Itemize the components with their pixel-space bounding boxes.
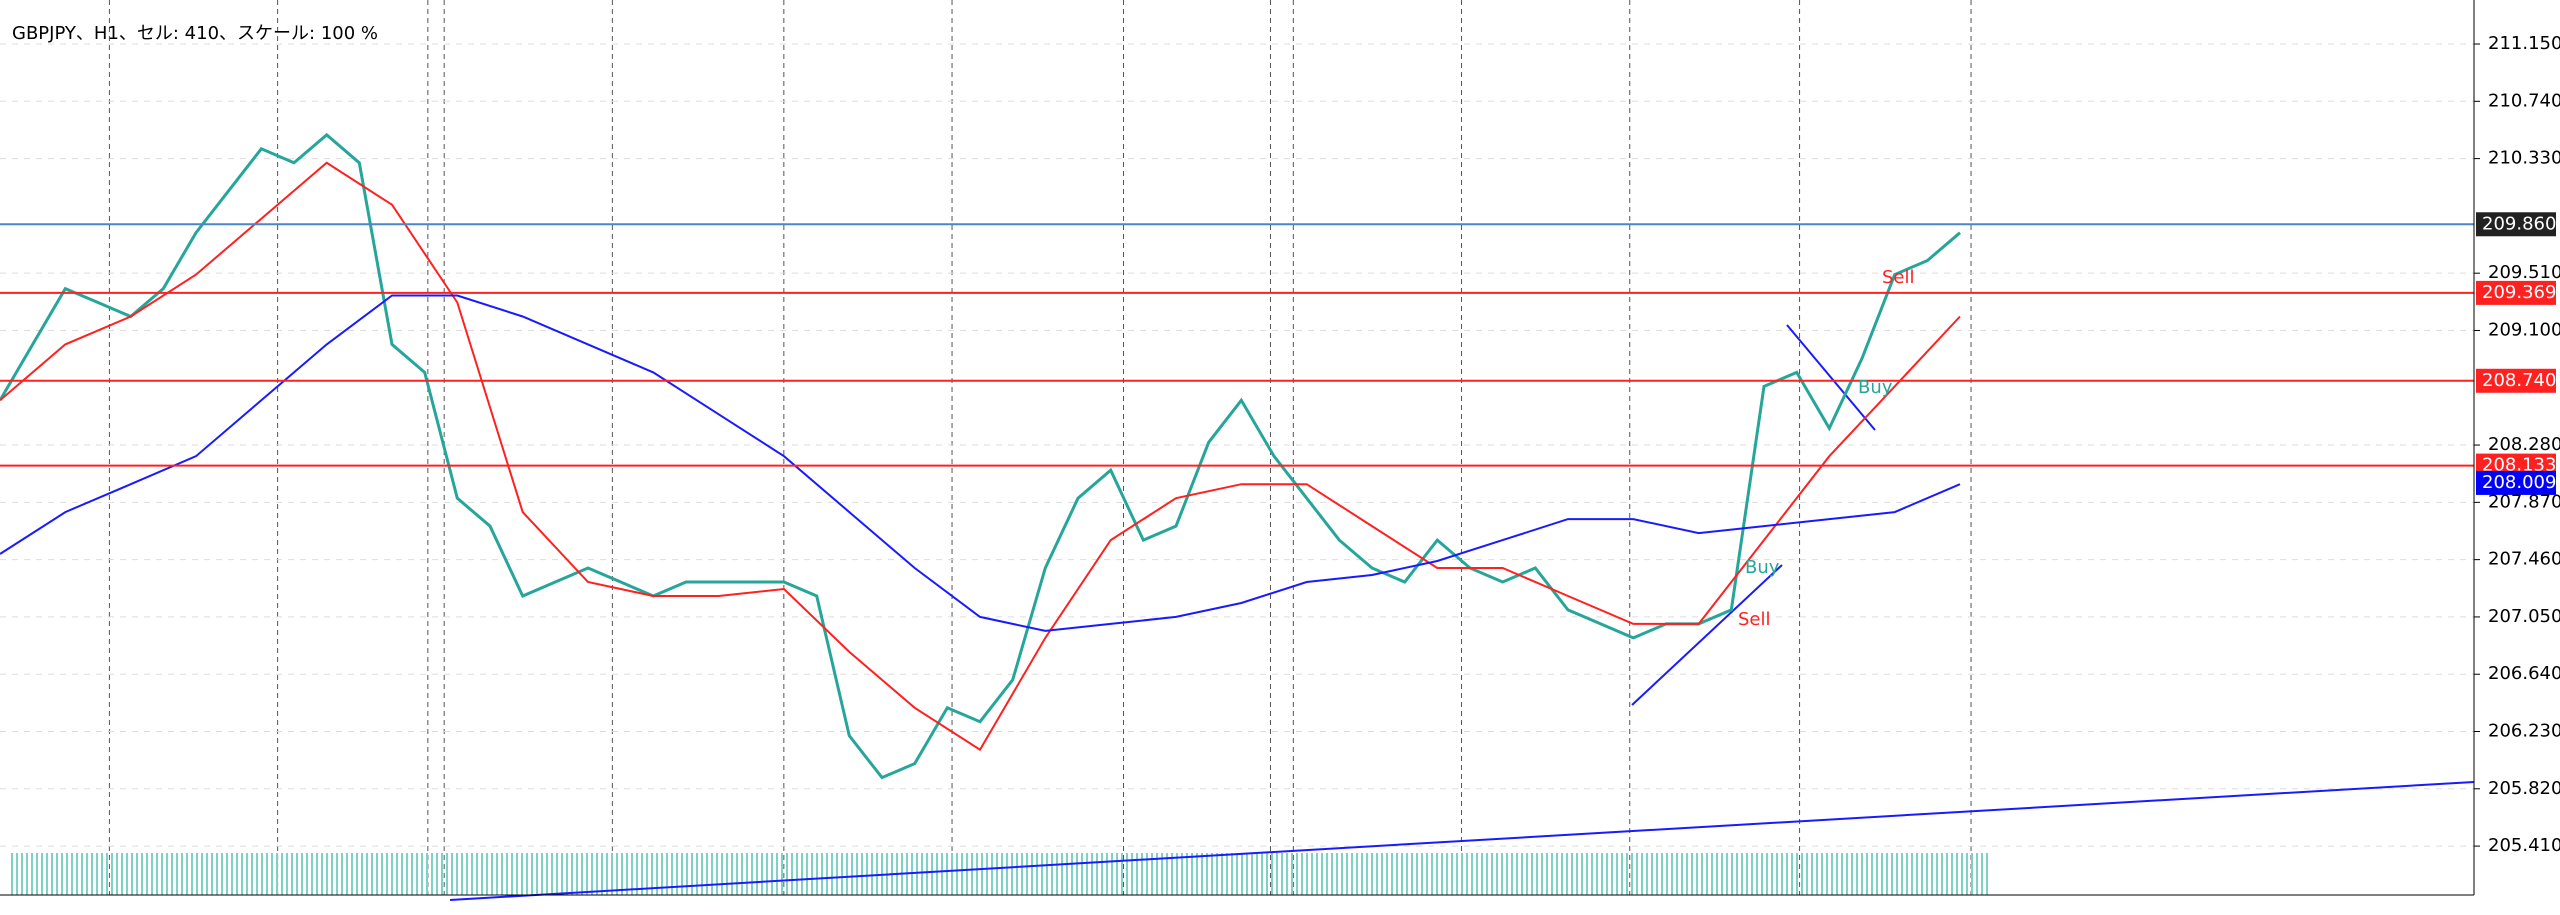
price-badge — [2476, 280, 2556, 305]
annotation: Sell — [1882, 267, 1915, 288]
y-tick-label: 209.100 — [2488, 319, 2560, 340]
y-tick-label: 207.870 — [2488, 491, 2560, 512]
y-tick-label: 207.050 — [2488, 606, 2560, 627]
y-tick-label: 210.330 — [2488, 148, 2560, 169]
y-axis: 211.150 210.740 210.330 209.510 209.100 208.2… — [2474, 33, 2560, 856]
price-label: 208.133 — [2482, 455, 2556, 476]
y-tick-label: 206.230 — [2488, 721, 2560, 742]
price-label: 208.740 — [2482, 370, 2556, 391]
series-line — [0, 161, 1961, 752]
price-label: 209.369 — [2482, 282, 2556, 303]
volume — [11, 853, 1988, 895]
y-tick-label: 207.460 — [2488, 549, 2560, 570]
price-label: 208.009 — [2482, 472, 2556, 493]
grid — [0, 43, 2474, 847]
trendline — [449, 781, 2475, 901]
y-tick-label: 205.820 — [2488, 778, 2560, 799]
y-tick-label: 209.510 — [2488, 262, 2560, 283]
annotation: Buy — [1858, 377, 1893, 398]
series-line — [0, 294, 1961, 632]
price-label: 209.860 — [2482, 213, 2556, 234]
series-line — [0, 132, 1961, 780]
trendline — [1786, 324, 1876, 431]
y-tick-label: 211.150 — [2488, 33, 2560, 54]
y-tick-label: 206.640 — [2488, 663, 2560, 684]
annotation: Buy — [1745, 557, 1780, 578]
y-tick-label: 210.740 — [2488, 90, 2560, 111]
y-tick-label: 205.410 — [2488, 835, 2560, 856]
y-tick-label: 208.280 — [2488, 434, 2560, 455]
annotation: Sell — [1738, 609, 1771, 630]
chart-title: GBPJPY、H1、セル: 410、スケール: 100 % — [12, 23, 378, 44]
price-badge — [2476, 368, 2556, 393]
price-badge — [2476, 212, 2556, 237]
price-badge — [2476, 470, 2556, 495]
trendline — [1631, 564, 1783, 706]
series — [0, 132, 1961, 780]
